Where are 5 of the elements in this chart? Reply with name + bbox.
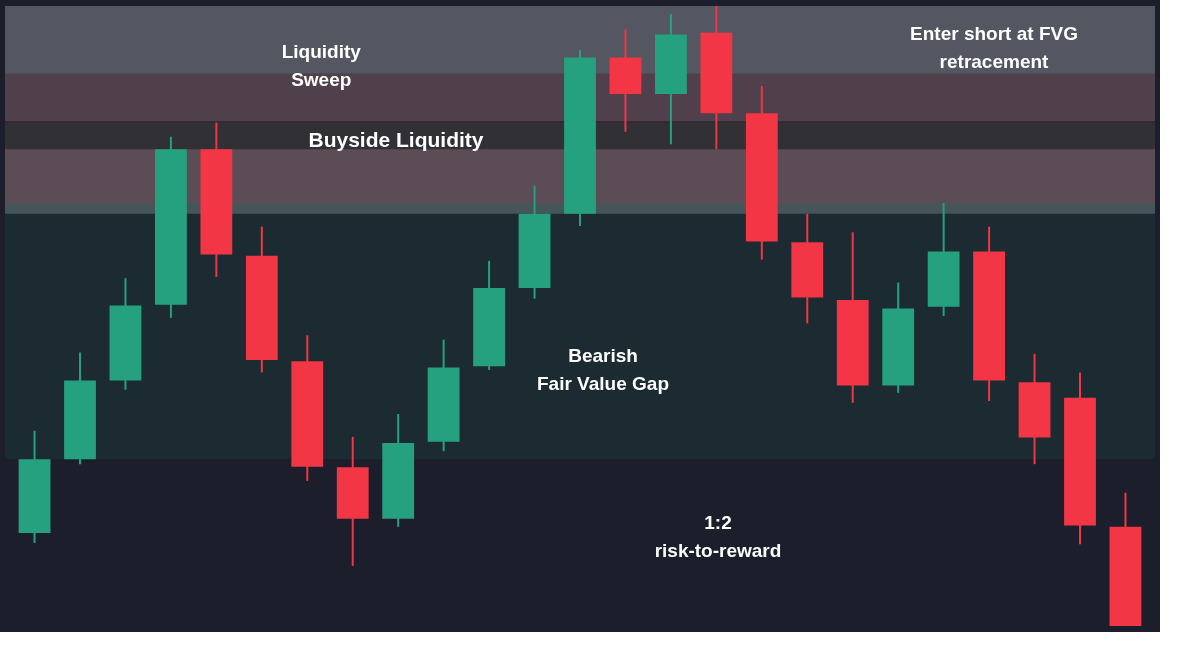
annotation: Enter short at FVG retracement <box>910 22 1078 72</box>
annotation: Buyside Liquidity <box>308 128 484 151</box>
annotation: Bearish Fair Value Gap <box>537 345 669 394</box>
annotation: Liquidity Sweep <box>281 41 362 91</box>
annotation: 1:2 risk-to-reward <box>654 512 782 562</box>
